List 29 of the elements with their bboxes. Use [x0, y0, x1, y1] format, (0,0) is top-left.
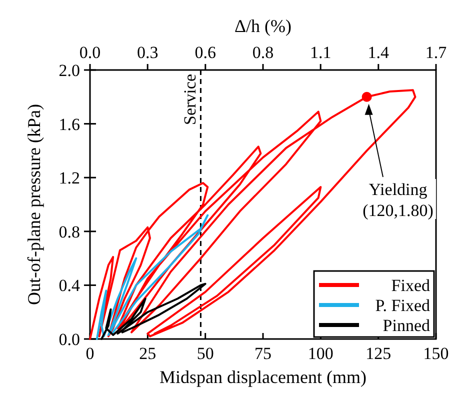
x2-tick-label: 0.0: [79, 43, 101, 62]
x2-tick-label: 1.7: [425, 43, 448, 62]
y-tick-label: 1.6: [58, 114, 80, 134]
x2-tick-label: 0.6: [194, 43, 216, 62]
y-tick-label: 0.4: [58, 276, 80, 296]
legend-label: P. Fixed: [375, 296, 430, 315]
x-tick-label: 50: [196, 344, 214, 363]
y-tick-label: 2.0: [58, 61, 80, 80]
x2-tick-label: 0.8: [252, 43, 274, 62]
legend-label: Pinned: [382, 316, 430, 335]
x2-tick-label: 1.1: [310, 43, 332, 62]
y-axis-title: Out-of-plane pressure (kPa): [24, 104, 44, 305]
x2-axis-title: Δ/h (%): [234, 16, 292, 36]
ref-line-label: Service: [180, 74, 200, 125]
x-tick-label: 125: [366, 344, 392, 363]
x-tick-label: 25: [139, 344, 156, 363]
x-axis-title: Midspan displacement (mm): [160, 367, 366, 387]
line-series: [96, 214, 209, 340]
x-tick-label: 0: [86, 344, 94, 363]
y-tick-label: 0.8: [58, 222, 80, 242]
annotation: Yielding (120,1.80): [362, 180, 434, 220]
x-tick-label: 150: [423, 344, 449, 363]
x-tick-label: 75: [254, 344, 272, 363]
x-tick-label: 100: [308, 344, 334, 363]
x2-tick-label: 1.4: [368, 43, 390, 62]
x2-tick-label: 0.3: [136, 43, 158, 62]
y-tick-label: 1.2: [58, 168, 80, 188]
legend-label: Fixed: [391, 276, 430, 295]
y-tick-label: 0.0: [58, 330, 80, 349]
